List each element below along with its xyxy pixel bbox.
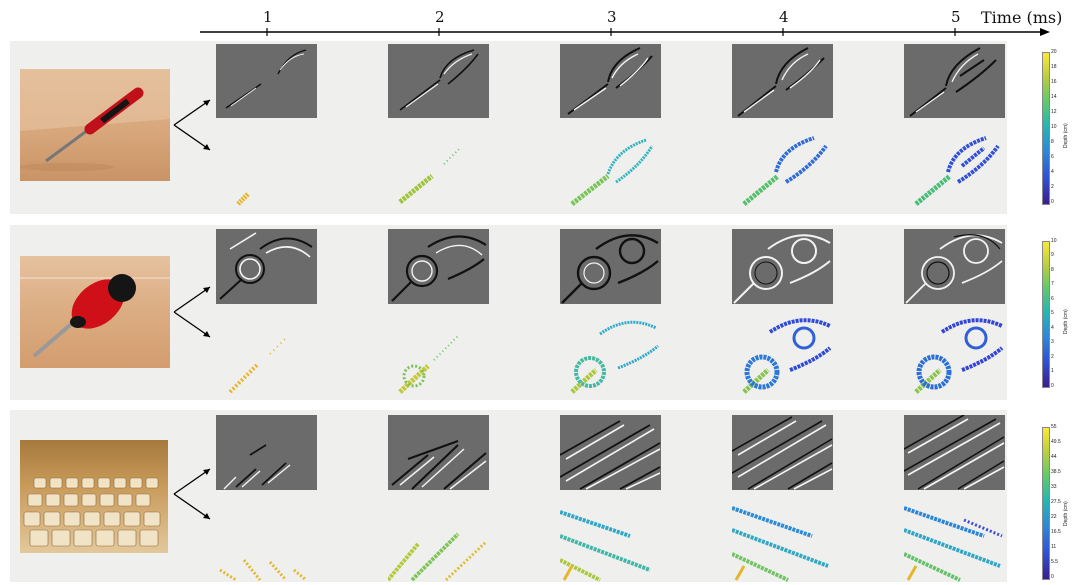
depth-frame-r1-t3 <box>560 130 661 210</box>
cb2-tick-2: 8 <box>1051 267 1054 273</box>
cb3-tick-2: 44 <box>1051 454 1057 460</box>
colorbar-r1 <box>1042 52 1050 205</box>
depth-frame-r3-t2 <box>388 500 489 582</box>
cb1-tick-5: 10 <box>1051 124 1057 130</box>
cb2-tick-7: 3 <box>1051 339 1054 345</box>
photo-screwdriver-side <box>20 69 170 181</box>
cb1-tick-8: 4 <box>1051 169 1054 175</box>
event-frame-r1-t1 <box>216 44 317 118</box>
event-frame-r3-t4 <box>732 415 833 490</box>
cb2-tick-9: 1 <box>1051 368 1054 374</box>
event-frame-r3-t5 <box>904 415 1005 490</box>
branch-arrows-3 <box>173 468 211 520</box>
depth-frame-r3-t4 <box>732 500 833 582</box>
event-frame-r2-t5 <box>904 229 1005 304</box>
event-frame-r3-t3 <box>560 415 661 490</box>
event-frame-r2-t4 <box>732 229 833 304</box>
time-tick-3: 3 <box>607 8 617 26</box>
branch-arrows-1 <box>173 99 211 151</box>
event-frame-r2-t1 <box>216 229 317 304</box>
timeline-axis <box>200 28 1050 36</box>
row-panel-2 <box>10 225 1007 400</box>
branch-arrows-2 <box>173 286 211 338</box>
colorbar-r3 <box>1042 427 1050 580</box>
cb2-tick-10: 0 <box>1051 383 1054 389</box>
depth-frame-r2-t4 <box>732 314 833 396</box>
event-frame-r2-t3 <box>560 229 661 304</box>
depth-frame-r3-t1 <box>216 500 317 582</box>
row-panel-1 <box>10 41 1007 214</box>
time-axis-label: Time (ms) <box>981 8 1063 27</box>
time-tick-2: 2 <box>435 8 445 26</box>
cb3-tick-10: 0 <box>1051 574 1054 580</box>
cb2-tick-1: 9 <box>1051 252 1054 258</box>
cb2-tick-5: 5 <box>1051 310 1054 316</box>
cb1-tick-4: 12 <box>1051 109 1057 115</box>
cb1-tick-6: 8 <box>1051 139 1054 145</box>
cb3-tick-1: 49.5 <box>1051 439 1061 445</box>
depth-frame-r2-t1 <box>216 314 317 396</box>
photo-keyboard <box>20 440 168 553</box>
depth-frame-r1-t5 <box>904 130 1005 210</box>
time-tick-1: 1 <box>263 8 273 26</box>
cb1-tick-9: 2 <box>1051 184 1054 190</box>
depth-frame-r3-t5 <box>904 500 1005 582</box>
event-frame-r1-t5 <box>904 44 1005 118</box>
event-frame-r1-t3 <box>560 44 661 118</box>
cb2-tick-3: 7 <box>1051 281 1054 287</box>
cb3-tick-0: 55 <box>1051 424 1057 430</box>
cb3-tick-4: 33 <box>1051 484 1057 490</box>
cb1-tick-1: 18 <box>1051 64 1057 70</box>
cb1-tick-2: 16 <box>1051 79 1057 85</box>
cb3-title: Depth (cm) <box>1063 501 1069 526</box>
cb3-tick-9: 5.5 <box>1051 559 1058 565</box>
depth-frame-r2-t2 <box>388 314 489 396</box>
cb1-tick-7: 6 <box>1051 154 1054 160</box>
cb2-tick-4: 6 <box>1051 296 1054 302</box>
cb1-tick-3: 14 <box>1051 94 1057 100</box>
cb3-tick-6: 22 <box>1051 514 1057 520</box>
event-frame-r3-t1 <box>216 415 317 490</box>
cb1-tick-10: 0 <box>1051 199 1054 205</box>
colorbar-r2 <box>1042 241 1050 388</box>
depth-frame-r2-t5 <box>904 314 1005 396</box>
event-frame-r1-t2 <box>388 44 489 118</box>
time-tick-4: 4 <box>779 8 789 26</box>
cb2-tick-8: 2 <box>1051 354 1054 360</box>
cb3-tick-7: 16.5 <box>1051 529 1061 535</box>
cb1-title: Depth (cm) <box>1063 123 1069 148</box>
cb3-tick-8: 11 <box>1051 544 1057 550</box>
time-tick-5: 5 <box>951 8 961 26</box>
event-frame-r2-t2 <box>388 229 489 304</box>
cb2-tick-0: 10 <box>1051 238 1057 244</box>
depth-frame-r3-t3 <box>560 500 661 582</box>
cb2-tick-6: 4 <box>1051 325 1054 331</box>
event-frame-r1-t4 <box>732 44 833 118</box>
event-frame-r3-t2 <box>388 415 489 490</box>
depth-frame-r2-t3 <box>560 314 661 396</box>
depth-frame-r1-t4 <box>732 130 833 210</box>
depth-frame-r1-t1 <box>216 130 317 210</box>
cb2-title: Depth (cm) <box>1063 309 1069 334</box>
cb1-tick-0: 20 <box>1051 49 1057 55</box>
cb3-tick-5: 27.5 <box>1051 499 1061 505</box>
depth-frame-r1-t2 <box>388 130 489 210</box>
photo-screwdriver-angled <box>20 256 170 368</box>
cb3-tick-3: 38.5 <box>1051 469 1061 475</box>
